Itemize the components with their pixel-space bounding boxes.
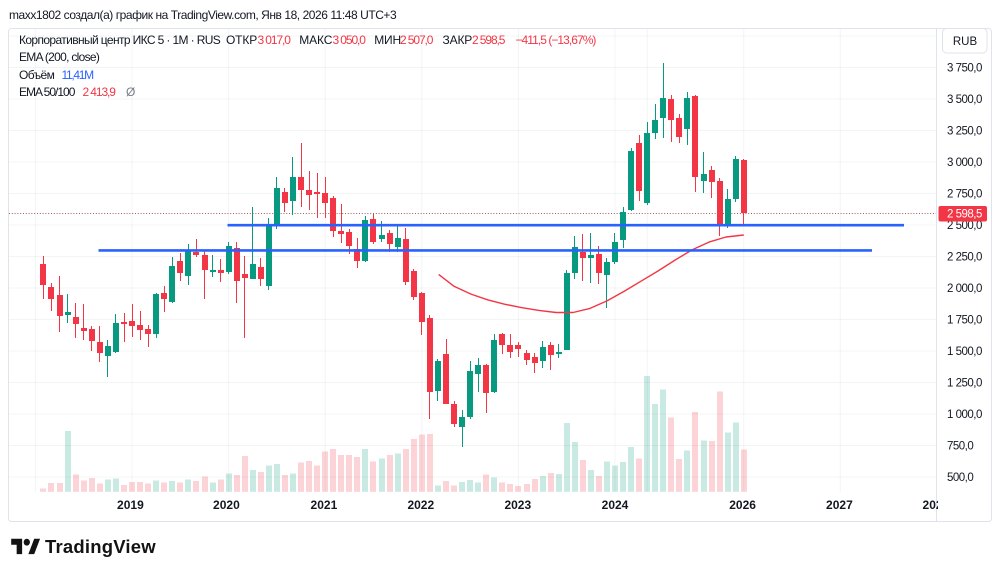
svg-text:2021: 2021 <box>311 498 338 512</box>
svg-text:3 500,0: 3 500,0 <box>947 94 982 106</box>
svg-text:2 750,0: 2 750,0 <box>947 189 982 201</box>
svg-text:3 250,0: 3 250,0 <box>947 126 982 138</box>
svg-text:2023: 2023 <box>504 498 531 512</box>
svg-text:2024: 2024 <box>602 498 629 512</box>
svg-text:1 000,0: 1 000,0 <box>947 409 982 421</box>
svg-text:750,0: 750,0 <box>947 441 973 453</box>
svg-text:2026: 2026 <box>729 498 756 512</box>
svg-text:2019: 2019 <box>117 498 144 512</box>
svg-text:TradingView: TradingView <box>45 536 156 557</box>
svg-text:1 750,0: 1 750,0 <box>947 315 982 327</box>
svg-text:1 500,0: 1 500,0 <box>947 346 982 358</box>
svg-text:2020: 2020 <box>213 498 240 512</box>
svg-text:1 250,0: 1 250,0 <box>947 378 982 390</box>
svg-text:RUB: RUB <box>953 36 978 48</box>
svg-text:2 500,0: 2 500,0 <box>947 220 982 232</box>
svg-text:2027: 2027 <box>826 498 853 512</box>
svg-text:2028: 2028 <box>923 498 950 512</box>
svg-text:2 000,0: 2 000,0 <box>947 283 982 295</box>
svg-text:3 000,0: 3 000,0 <box>947 157 982 169</box>
svg-text:2 250,0: 2 250,0 <box>947 252 982 264</box>
svg-text:500,0: 500,0 <box>947 472 973 484</box>
svg-text:2022: 2022 <box>407 498 434 512</box>
svg-text:2 598,5: 2 598,5 <box>947 209 982 221</box>
svg-text:3 750,0: 3 750,0 <box>947 63 982 75</box>
